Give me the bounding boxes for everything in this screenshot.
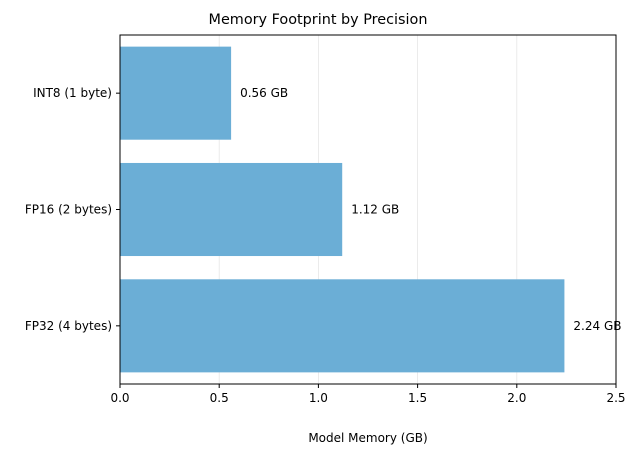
x-tick-label: 2.5 xyxy=(606,391,625,405)
bars xyxy=(120,46,565,373)
y-tick-label: FP32 (4 bytes) xyxy=(25,319,112,333)
y-tick-label: INT8 (1 byte) xyxy=(33,86,112,100)
y-tick-label: FP16 (2 bytes) xyxy=(25,203,112,217)
bar-value-label: 1.12 GB xyxy=(351,203,399,217)
bar xyxy=(120,46,232,140)
x-tick-label: 2.0 xyxy=(507,391,526,405)
data-labels: 0.56 GB 1.12 GB 2.24 GB xyxy=(240,86,621,333)
ticks: 0.0 0.5 1.0 1.5 2.0 2.5 INT8 (1 byte) FP16 (2 b… xyxy=(25,86,626,405)
bar xyxy=(120,162,343,257)
bar-value-label: 2.24 GB xyxy=(573,319,621,333)
x-tick-label: 0.5 xyxy=(210,391,229,405)
chart-title: Memory Footprint by Precision xyxy=(209,12,428,28)
bar-value-label: 0.56 GB xyxy=(240,86,288,100)
x-tick-label: 1.0 xyxy=(309,391,328,405)
x-axis-label: Model Memory (GB) xyxy=(308,431,427,445)
x-tick-label: 0.0 xyxy=(110,391,129,405)
bar xyxy=(120,279,565,373)
plot-frame xyxy=(119,34,617,385)
x-tick-label: 1.5 xyxy=(408,391,427,405)
